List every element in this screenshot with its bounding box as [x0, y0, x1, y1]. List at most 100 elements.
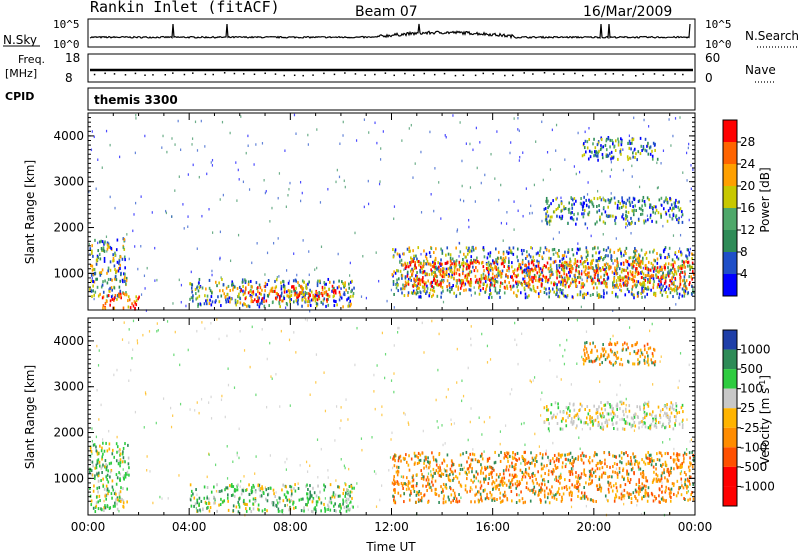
- range-gate-cell: [332, 491, 335, 495]
- range-gate-cell: [237, 500, 240, 504]
- range-gate-cell: [692, 168, 694, 172]
- range-gate-cell: [538, 445, 540, 448]
- range-gate-cell: [512, 457, 514, 461]
- range-gate-cell: [310, 298, 313, 302]
- range-gate-cell: [296, 273, 298, 277]
- range-gate-cell: [98, 418, 100, 421]
- range-gate-cell: [591, 467, 594, 471]
- range-gate-cell: [101, 240, 104, 244]
- range-gate-cell: [590, 279, 593, 283]
- range-gate-cell: [190, 286, 193, 290]
- range-gate-cell: [668, 473, 671, 477]
- range-gate-cell: [630, 497, 633, 501]
- range-gate-cell: [92, 443, 95, 447]
- range-gate-cell: [295, 299, 298, 303]
- range-gate-cell: [238, 178, 240, 181]
- range-gate-cell: [686, 179, 688, 182]
- range-gate-cell: [349, 299, 352, 303]
- range-gate-cell: [338, 298, 341, 302]
- range-gate-cell: [123, 255, 126, 259]
- range-gate-cell: [649, 329, 651, 333]
- nave-point: [642, 73, 645, 75]
- range-gate-cell: [591, 254, 594, 258]
- range-gate-cell: [602, 248, 605, 252]
- range-gate-cell: [272, 289, 275, 293]
- range-gate-cell: [242, 489, 245, 493]
- range-gate-cell: [629, 270, 632, 274]
- range-gate-cell: [247, 291, 250, 295]
- range-gate-cell: [642, 195, 645, 199]
- range-gate-cell: [106, 281, 109, 285]
- range-gate-cell: [664, 256, 666, 260]
- range-gate-cell: [108, 245, 110, 249]
- range-gate-cell: [479, 280, 482, 284]
- range-gate-cell: [442, 272, 444, 276]
- range-gate-cell: [536, 481, 538, 485]
- range-gate-cell: [548, 501, 551, 505]
- range-gate-cell: [511, 477, 514, 481]
- range-gate-cell: [625, 403, 627, 407]
- range-gate-cell: [651, 206, 653, 210]
- range-gate-cell: [667, 479, 669, 483]
- range-gate-cell: [583, 195, 585, 199]
- range-gate-cell: [514, 273, 516, 277]
- range-gate-cell: [653, 267, 656, 271]
- range-gate-cell: [569, 264, 571, 268]
- range-gate-cell: [428, 294, 431, 298]
- range-gate-cell: [565, 295, 568, 299]
- range-gate-cell: [251, 261, 253, 265]
- range-gate-cell: [645, 476, 647, 480]
- range-gate-cell: [280, 329, 282, 333]
- range-gate-cell: [663, 289, 665, 293]
- range-gate-cell: [421, 279, 424, 283]
- range-gate-cell: [403, 287, 406, 291]
- range-gate-cell: [610, 192, 612, 195]
- range-gate-cell: [426, 273, 428, 277]
- range-gate-cell: [582, 494, 584, 498]
- nave-point: [604, 73, 607, 75]
- range-gate-cell: [560, 209, 563, 213]
- range-gate-cell: [413, 257, 415, 261]
- range-gate-cell: [208, 497, 210, 501]
- range-gate-cell: [483, 255, 486, 259]
- range-gate-cell: [544, 246, 547, 250]
- range-gate-cell: [112, 504, 115, 508]
- range-gate-cell: [528, 253, 530, 257]
- range-gate-cell: [623, 253, 625, 257]
- range-gate-cell: [109, 299, 112, 303]
- range-gate-cell: [496, 498, 498, 502]
- range-gate-cell: [190, 504, 193, 508]
- range-gate-cell: [224, 415, 226, 419]
- range-gate-cell: [108, 489, 110, 493]
- range-gate-cell: [669, 196, 671, 200]
- range-gate-cell: [496, 274, 498, 278]
- range-gate-cell: [529, 379, 531, 382]
- range-gate-cell: [526, 254, 528, 258]
- range-gate-cell: [567, 248, 570, 252]
- range-gate-cell: [257, 507, 259, 511]
- range-gate-cell: [521, 332, 523, 336]
- range-gate-cell: [487, 260, 490, 264]
- range-gate-cell: [98, 486, 101, 490]
- range-gate-cell: [421, 321, 423, 325]
- range-gate-cell: [615, 237, 617, 240]
- range-gate-cell: [110, 295, 113, 299]
- range-gate-cell: [92, 289, 94, 293]
- range-gate-cell: [620, 152, 622, 156]
- range-gate-cell: [616, 475, 619, 479]
- range-gate-cell: [636, 283, 638, 287]
- range-gate-cell: [393, 457, 396, 461]
- range-gate-cell: [613, 272, 616, 276]
- range-gate-cell: [567, 208, 570, 212]
- range-gate-cell: [198, 294, 201, 298]
- range-gate-cell: [266, 283, 269, 287]
- nave-point: [594, 74, 596, 76]
- range-gate-cell: [113, 492, 116, 496]
- range-gate-cell: [548, 204, 551, 208]
- range-gate-cell: [674, 261, 676, 265]
- range-gate-cell: [602, 220, 605, 224]
- range-gate-cell: [589, 469, 592, 473]
- range-gate-cell: [135, 299, 138, 303]
- range-gate-cell: [504, 259, 506, 263]
